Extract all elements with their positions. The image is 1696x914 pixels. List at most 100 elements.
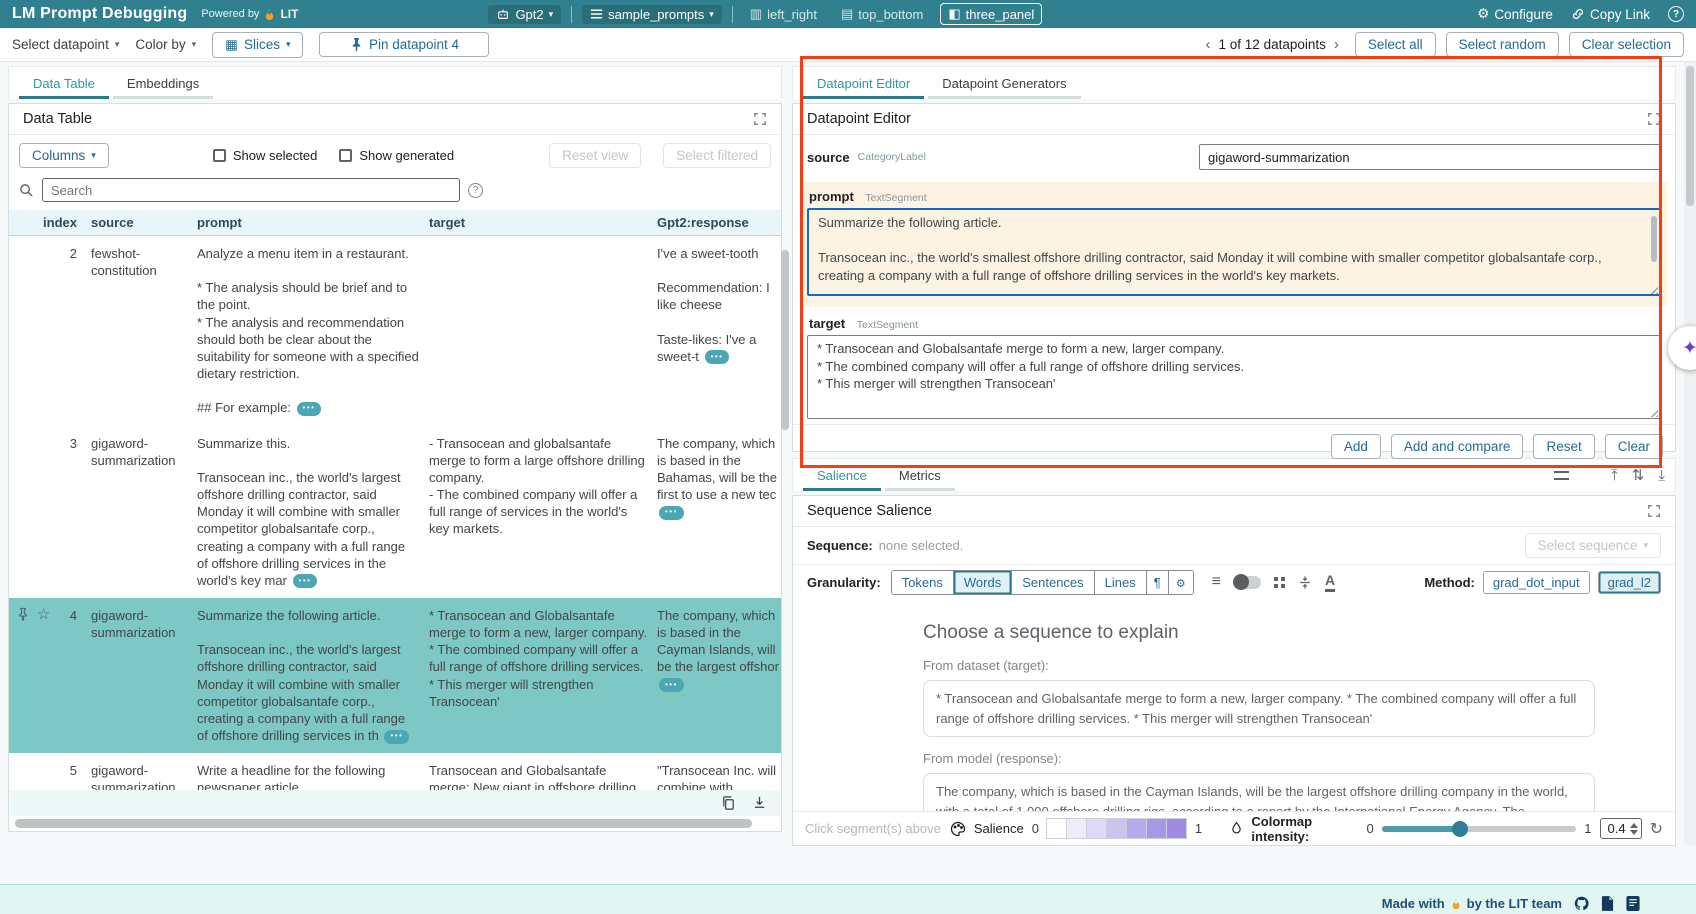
font-color-icon[interactable]: A — [1324, 572, 1336, 592]
resize-handle-icon[interactable] — [1648, 284, 1658, 294]
left-panel-scrollbar-thumb[interactable] — [781, 250, 789, 430]
paper-icon[interactable] — [1601, 896, 1614, 911]
method-grad-l2[interactable]: grad_l2 — [1597, 571, 1661, 594]
reset-view-button[interactable]: Reset view — [549, 143, 642, 168]
clear-button[interactable]: Clear — [1604, 434, 1663, 459]
color-by-menu[interactable]: Color by ▾ — [135, 37, 196, 52]
sequence-label: Sequence: — [807, 538, 873, 553]
ai-assistant-fab[interactable]: ✦ ✦ — [1668, 326, 1696, 370]
github-icon[interactable] — [1574, 896, 1589, 911]
maximize-panel-icon[interactable]: ⤒ — [1611, 466, 1618, 484]
table-row[interactable]: ☆ 5 gigaword-summarization Write a headl… — [9, 753, 781, 790]
align-center-icon[interactable] — [1298, 575, 1312, 590]
minimize-panel-icon[interactable]: ⤓ — [1658, 466, 1665, 484]
textarea-scrollbar[interactable] — [1651, 216, 1657, 262]
prompt-field-textarea[interactable] — [807, 208, 1661, 296]
split-panel-icon[interactable]: ⇅ — [1631, 466, 1645, 484]
column-header-prompt[interactable]: prompt — [197, 215, 242, 230]
scrollbar-thumb[interactable] — [15, 819, 753, 828]
layout-button-three-panel[interactable]: ◧ three_panel — [940, 3, 1043, 25]
method-grad-dot-input[interactable]: grad_dot_input — [1482, 571, 1590, 594]
source-field-type: CategoryLabel — [857, 151, 926, 163]
ellipsis-chip[interactable]: ••• — [292, 574, 318, 589]
clear-selection-button[interactable]: Clear selection — [1568, 32, 1684, 57]
granularity-settings-button[interactable]: ⚙ — [1168, 571, 1193, 594]
select-all-button[interactable]: Select all — [1354, 32, 1436, 57]
tab-embeddings[interactable]: Embeddings — [112, 68, 214, 99]
granularity-tokens[interactable]: Tokens — [891, 571, 954, 594]
colormap-toggle[interactable] — [1232, 573, 1261, 590]
ellipsis-chip[interactable]: ••• — [296, 401, 322, 416]
next-datapoint-icon[interactable]: › — [1333, 36, 1339, 53]
prev-datapoint-icon[interactable]: ‹ — [1205, 36, 1211, 53]
add-button[interactable]: Add — [1330, 434, 1381, 459]
horizontal-scrollbar[interactable] — [9, 816, 781, 831]
drag-handle-icon[interactable] — [1554, 470, 1570, 480]
grid-view-icon[interactable] — [1273, 576, 1285, 588]
slider-track[interactable] — [1381, 825, 1577, 832]
from-dataset-option[interactable]: * Transocean and Globalsantafe merge to … — [923, 680, 1595, 737]
expand-icon[interactable] — [753, 112, 767, 126]
slices-button[interactable]: ▦ Slices ▾ — [212, 31, 304, 58]
right-scrollbar-track[interactable] — [1684, 62, 1696, 845]
show-generated-checkbox[interactable]: Show generated — [339, 148, 454, 163]
resize-handle-icon[interactable] — [1648, 407, 1658, 417]
add-and-compare-button[interactable]: Add and compare — [1390, 434, 1524, 459]
granularity-sentences[interactable]: Sentences — [1012, 571, 1095, 594]
copy-icon[interactable] — [721, 795, 736, 811]
columns-button[interactable]: Columns ▾ — [19, 143, 109, 168]
slider-knob[interactable] — [1451, 820, 1468, 837]
ellipsis-chip[interactable]: ••• — [659, 678, 684, 693]
model-selector[interactable]: Gpt2 ▾ — [488, 4, 562, 24]
select-datapoint-menu[interactable]: Select datapoint ▾ — [12, 37, 119, 52]
layout-button-top-bottom[interactable]: ▤ top_bottom — [834, 4, 930, 24]
expand-icon[interactable] — [1647, 112, 1661, 126]
configure-button[interactable]: ⚙ Configure — [1477, 6, 1553, 22]
pin-datapoint-button[interactable]: Pin datapoint 4 — [319, 32, 490, 57]
column-header-target[interactable]: target — [429, 215, 466, 230]
table-row[interactable]: ☆ 4 gigaword-summarization Summarize the… — [9, 597, 781, 754]
intensity-value-input[interactable]: 0.4 — [1599, 818, 1642, 839]
search-input[interactable] — [42, 178, 460, 202]
density-icon[interactable]: ≡ — [1211, 573, 1221, 591]
reset-intensity-icon[interactable]: ↻ — [1649, 820, 1663, 838]
table-row[interactable]: ☆ 2 fewshot-constitution Analyze a menu … — [9, 236, 781, 426]
row-prompt: Analyze a menu item in a restaurant. * T… — [197, 246, 419, 416]
tab-datapoint-generators[interactable]: Datapoint Generators — [928, 68, 1081, 99]
expand-icon[interactable] — [1647, 504, 1661, 518]
help-icon[interactable]: ? — [1668, 6, 1684, 22]
reset-button[interactable]: Reset — [1533, 434, 1595, 459]
target-field-textarea[interactable] — [807, 335, 1661, 419]
ellipsis-chip[interactable]: ••• — [704, 350, 730, 365]
ellipsis-chip[interactable]: ••• — [384, 729, 410, 744]
select-random-button[interactable]: Select random — [1445, 32, 1559, 57]
ellipsis-chip[interactable]: ••• — [659, 505, 684, 520]
docs-icon[interactable] — [1626, 896, 1640, 911]
show-selected-checkbox[interactable]: Show selected — [212, 148, 317, 163]
tab-datapoint-editor[interactable]: Datapoint Editor — [803, 68, 925, 99]
colormap-intensity-slider[interactable] — [1381, 820, 1577, 837]
layout-button-left-right[interactable]: ▥ left_right — [743, 4, 824, 24]
stepper-icon[interactable] — [1629, 822, 1638, 835]
search-help-icon[interactable]: ? — [468, 182, 483, 198]
download-icon[interactable] — [752, 795, 767, 811]
tab-salience[interactable]: Salience — [803, 460, 881, 491]
granularity-lines[interactable]: Lines — [1094, 571, 1147, 594]
star-icon[interactable]: ☆ — [37, 605, 51, 623]
dataset-selector[interactable]: sample_prompts ▾ — [582, 4, 722, 24]
tab-data-table[interactable]: Data Table — [19, 68, 109, 99]
source-field-input[interactable] — [1199, 144, 1661, 170]
tab-metrics[interactable]: Metrics — [884, 460, 955, 491]
from-model-option[interactable]: The company, which is based in the Cayma… — [923, 773, 1595, 811]
column-header-source[interactable]: source — [91, 215, 134, 230]
column-header-index[interactable]: index — [43, 215, 77, 230]
granularity-paragraph[interactable]: ¶ — [1146, 571, 1169, 594]
copy-link-button[interactable]: Copy Link — [1571, 7, 1650, 22]
column-header-response[interactable]: Gpt2:response — [657, 215, 749, 230]
select-filtered-button[interactable]: Select filtered — [663, 143, 771, 168]
right-scrollbar-thumb[interactable] — [1686, 66, 1694, 206]
pin-icon[interactable] — [17, 607, 29, 622]
select-sequence-button[interactable]: Select sequence ▾ — [1524, 533, 1661, 558]
table-row[interactable]: ☆ 3 gigaword-summarization Summarize thi… — [9, 426, 781, 598]
granularity-words[interactable]: Words — [953, 571, 1013, 594]
